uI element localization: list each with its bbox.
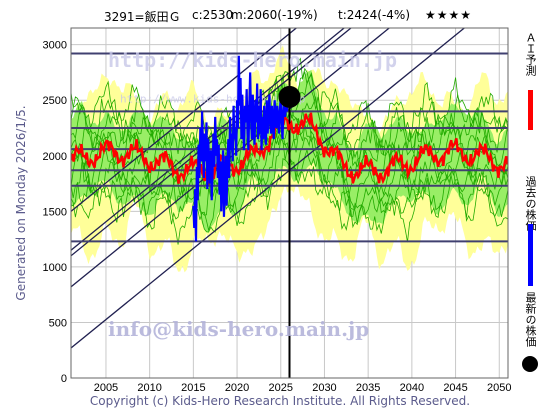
legend-ai-forecast-label: ＡＩ予測 (524, 32, 537, 76)
legend-latest-price-marker (522, 356, 538, 372)
legend-latest-price-label: 最新の株価 (524, 292, 537, 347)
ai-forecast-line (71, 108, 508, 186)
y-tick-label: 2000 (43, 151, 67, 163)
legend-past-price-swatch (528, 224, 533, 286)
x-tick-label: 2005 (94, 382, 118, 394)
current-price: c:2530 (192, 8, 234, 22)
watermark-url-small: http://www.kids-hero.main.jp (120, 92, 305, 105)
x-tick-label: 2010 (137, 382, 161, 394)
watermark-email: info@kids-hero.main.jp (108, 317, 369, 341)
x-tick-label: 2045 (443, 382, 467, 394)
y-tick-label: 1500 (43, 206, 67, 218)
x-tick-label: 2020 (225, 382, 249, 394)
x-tick-label: 2025 (269, 382, 293, 394)
watermark-url: http://kids-hero.main.jp (108, 48, 397, 72)
x-tick-label: 2030 (312, 382, 336, 394)
legend-past-price-label: 過去の株価 (524, 176, 537, 231)
legend: ＡＩ予測 過去の株価 最新の株価 (514, 28, 548, 378)
y-tick-label: 2500 (43, 95, 67, 107)
x-tick-label: 2040 (400, 382, 424, 394)
y-tick-label: 500 (49, 317, 67, 329)
legend-ai-forecast-swatch (528, 90, 533, 130)
model-price: m:2060(-19%) (231, 8, 318, 22)
target-price: t:2424(-4%) (338, 8, 411, 22)
y-tick-label: 3000 (43, 40, 67, 52)
x-tick-label: 2050 (487, 382, 511, 394)
y-tick-label: 1000 (43, 262, 67, 274)
plot-frame (70, 27, 509, 379)
plot-layer: http://kids-hero.main.jp http://www.kids-… (71, 28, 508, 378)
y-tick-label: 0 (61, 373, 67, 385)
copyright-footer: Copyright (c) Kids-Hero Research Institu… (89, 394, 471, 408)
past-price-line (192, 55, 290, 242)
rating-stars: ★★★★ (425, 8, 473, 22)
x-tick-label: 2035 (356, 382, 380, 394)
x-tick-label: 2015 (181, 382, 205, 394)
chart-header: 3291=飯田Ｇ c:2530 m:2060(-19%) t:2424(-4%)… (0, 8, 560, 26)
latest-price-marker (278, 85, 301, 108)
stock-code-name: 3291=飯田Ｇ (104, 10, 181, 24)
